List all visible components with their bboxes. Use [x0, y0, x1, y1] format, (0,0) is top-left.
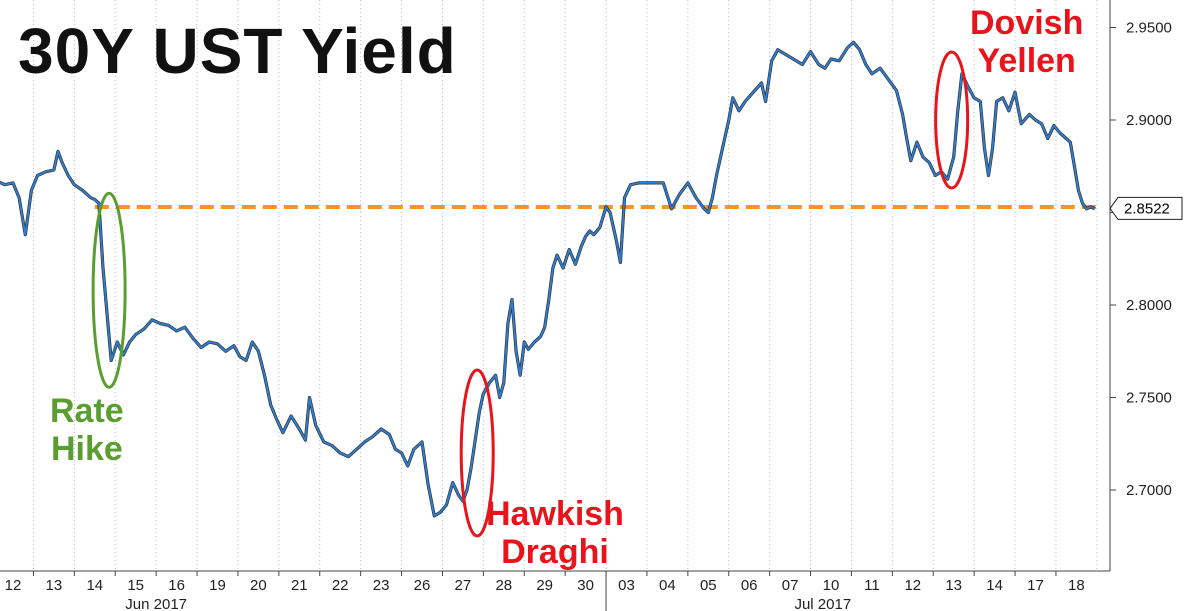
x-tick-label: 22 [332, 577, 349, 594]
month-label: Jul 2017 [794, 596, 851, 611]
month-label: Jun 2017 [125, 596, 187, 611]
y-tick-label: 2.7000 [1126, 482, 1172, 499]
annotation-line: Dovish [970, 4, 1084, 42]
annotation-hawkish-draghi: Hawkish Draghi [486, 495, 624, 571]
axes-group [0, 0, 1111, 611]
x-axis-ticks: 12 13 14 15 16 19 20 21 22 23 26 27 28 29 30 03 04 05 06 07… [5, 571, 1085, 611]
x-tick-label: 29 [536, 577, 553, 594]
x-tick-label: 05 [700, 577, 717, 594]
y-tick-label: 2.9000 [1126, 112, 1172, 129]
series-group [0, 40, 1096, 518]
x-tick-label: 20 [250, 577, 267, 594]
x-tick-label: 28 [495, 577, 512, 594]
x-tick-label: 11 [864, 577, 880, 594]
series-line [0, 41, 1096, 517]
x-tick-label: 06 [741, 577, 758, 594]
annotation-ellipse [459, 368, 495, 538]
x-tick-label: 30 [577, 577, 594, 594]
x-tick-label: 19 [209, 577, 226, 594]
x-tick-label: 07 [782, 577, 799, 594]
annotation-line: Hike [50, 430, 123, 468]
annotation-ellipse [934, 50, 970, 190]
series-line-shadow [0, 40, 1096, 518]
x-tick-label: 23 [373, 577, 390, 594]
x-tick-label: 17 [1027, 577, 1044, 594]
x-tick-label: 13 [46, 577, 63, 594]
x-tick-label: 14 [986, 577, 1003, 594]
x-tick-label: 14 [86, 577, 103, 594]
chart-title: 30Y UST Yield [18, 15, 457, 87]
x-tick-label: 13 [945, 577, 962, 594]
y-tick-label: 2.8000 [1126, 297, 1172, 314]
annotation-ellipses [91, 50, 970, 538]
x-tick-label: 12 [5, 577, 22, 594]
annotation-line: Draghi [501, 533, 609, 571]
annotation-dovish-yellen: Dovish Yellen [970, 4, 1083, 80]
last-value-label: 2.8522 [1124, 200, 1170, 217]
y-tick-label: 2.7500 [1126, 390, 1172, 407]
x-tick-label: 27 [455, 577, 472, 594]
x-tick-label: 10 [823, 577, 840, 594]
annotation-line: Rate [50, 392, 124, 430]
x-tick-label: 18 [1068, 577, 1085, 594]
x-tick-label: 04 [659, 577, 676, 594]
x-tick-label: 03 [618, 577, 635, 594]
annotation-rate-hike: Rate Hike [50, 392, 124, 468]
x-tick-label: 12 [904, 577, 921, 594]
y-tick-label: 2.9500 [1126, 20, 1172, 37]
annotation-line: Yellen [977, 42, 1076, 80]
x-tick-label: 21 [291, 577, 308, 594]
x-tick-label: 16 [168, 577, 185, 594]
x-tick-label: 15 [127, 577, 144, 594]
last-value-marker: 2.8522 [1109, 196, 1183, 220]
annotation-line: Hawkish [486, 495, 624, 533]
x-tick-label: 26 [414, 577, 431, 594]
last-value-box [1109, 196, 1183, 220]
annotation-ellipse [91, 191, 127, 389]
